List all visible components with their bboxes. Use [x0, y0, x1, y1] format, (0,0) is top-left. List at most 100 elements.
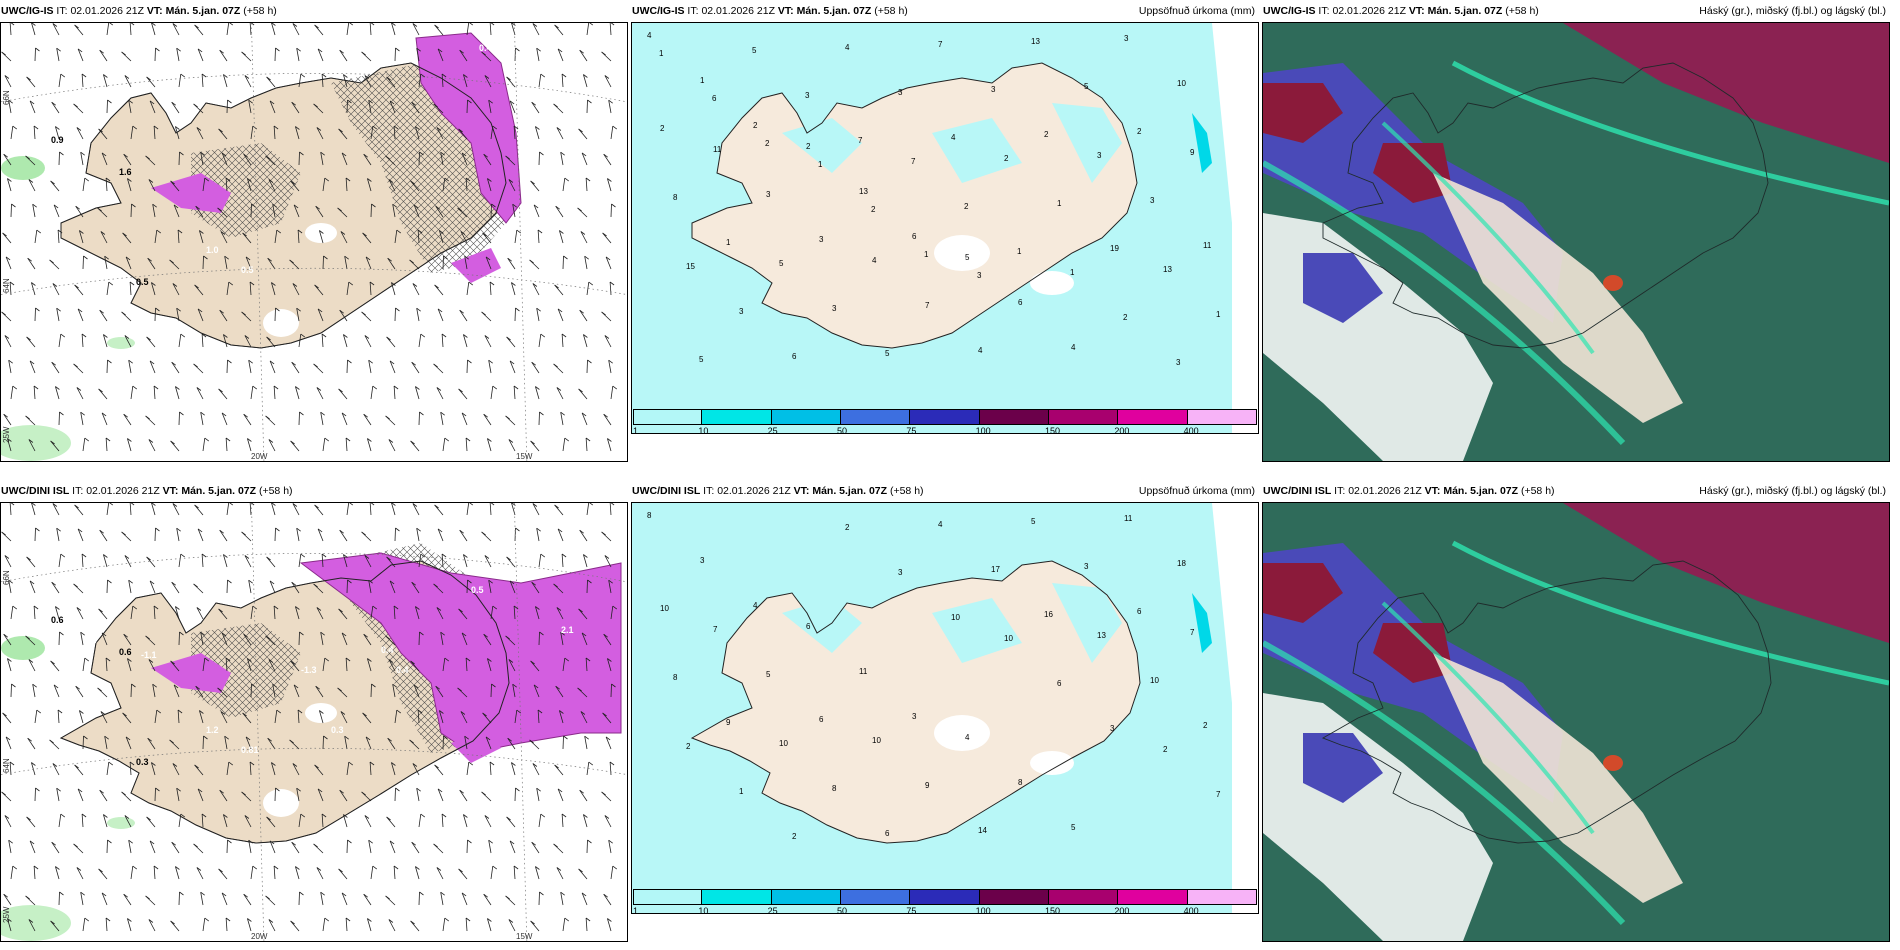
- colorbar-swatch: [1118, 409, 1188, 425]
- wind-barb: [442, 255, 444, 270]
- wind-barb-flag: [103, 74, 108, 78]
- wind-barb: [146, 76, 156, 88]
- wind-barb: [506, 556, 516, 568]
- map-plot[interactable]: 0.9 1.6 0.5 0.4 0.3 1.0 0.5 20W 15W 66N 64N 25W: [0, 22, 628, 462]
- wind-barb-flag: [268, 439, 274, 443]
- wind-barb: [561, 73, 564, 88]
- wind-barb-flag: [197, 308, 203, 313]
- precip-value: 10: [779, 739, 788, 748]
- wind-barb-flag: [340, 711, 346, 715]
- map-plot[interactable]: [1262, 22, 1890, 462]
- vt-label: VT:: [777, 5, 794, 17]
- wind-barb-flag: [8, 99, 13, 104]
- wind-barb: [367, 658, 372, 672]
- wind-barb: [393, 605, 396, 620]
- wind-barb-flag: [32, 203, 37, 208]
- map-plot[interactable]: 8 3 4 6 11 3 4 8 5 11 18 10 7 5 6 10 9 14 5 3 6 7 8 9 10 8 6 4 17 16 1…: [631, 502, 1259, 914]
- map-plot[interactable]: 4 1 2 2 13 6 5 6 4 3 10 2 11 3 3 4 7 4 13 5 2 9 8 1 5 3 5 7 3 2 3 3 11 15…: [631, 22, 1259, 434]
- panel-header: UWC/IG-IS IT: 02.01.2026 21Z VT: Mán. 5.…: [0, 0, 628, 22]
- precip-value: 4: [965, 733, 970, 742]
- wind-barb: [101, 892, 108, 906]
- wind-barb-flag: [458, 608, 463, 613]
- wind-barb-flag: [410, 660, 415, 665]
- wind-barb-flag: [252, 605, 258, 610]
- wind-barb-flag: [223, 814, 228, 818]
- wind-barb-flag: [530, 180, 535, 185]
- colorbar-tick: 75: [906, 906, 917, 916]
- wind-barb-flag: [412, 763, 418, 767]
- wind-barb-flag: [441, 333, 447, 338]
- wind-barb-flag: [579, 309, 584, 314]
- cloud-edge: [1263, 160, 1626, 446]
- wind-barb: [34, 230, 38, 244]
- colorbar-swatch: [1187, 889, 1257, 905]
- map-plot[interactable]: [1262, 502, 1890, 942]
- wind-barb: [202, 735, 204, 750]
- wind-barb-flag: [344, 255, 349, 260]
- wind-barb-flag: [107, 839, 112, 844]
- wind-barb: [367, 178, 372, 192]
- value-label: 0.5: [136, 277, 149, 287]
- wind-barb-flag: [155, 787, 160, 792]
- precip-value: 4: [845, 43, 850, 52]
- wind-barb-flag: [529, 259, 534, 264]
- wind-barb: [364, 815, 372, 828]
- wind-barb-flag: [437, 788, 443, 793]
- wind-barb: [250, 386, 254, 400]
- wind-barb: [316, 127, 324, 140]
- precip-value: 8: [832, 784, 837, 793]
- wind-barb: [99, 789, 108, 802]
- cloud-edge: [1381, 601, 1595, 835]
- wind-barb-flag: [608, 579, 613, 584]
- wind-barb: [556, 607, 564, 620]
- wind-barb-flag: [612, 125, 618, 130]
- wind-barb-flag: [4, 335, 10, 339]
- wind-barb: [123, 153, 132, 166]
- wind-barb: [562, 438, 566, 452]
- wind-barb-flag: [217, 207, 222, 212]
- wind-barb: [436, 127, 444, 140]
- wind-barb: [586, 359, 588, 374]
- wind-barb-flag: [458, 388, 463, 393]
- wind-barb-flag: [540, 333, 546, 338]
- wind-barb: [490, 386, 494, 400]
- wind-barb-flag: [363, 413, 368, 418]
- wind-barb-flag: [561, 813, 567, 818]
- wind-barb: [538, 631, 540, 646]
- precip-value: 3: [819, 235, 824, 244]
- wind-barb-flag: [463, 554, 468, 558]
- wind-barb-flag: [84, 437, 90, 442]
- wind-barb-flag: [98, 868, 103, 873]
- wind-barb: [441, 813, 444, 828]
- wind-barb: [533, 204, 540, 218]
- wind-barb: [50, 920, 60, 932]
- wind-barb-flag: [317, 788, 323, 793]
- precip-value: 18: [1177, 559, 1186, 568]
- wind-barb: [266, 816, 276, 828]
- wind-barb: [34, 787, 36, 802]
- precip-inland: [1052, 103, 1122, 183]
- wind-barb: [441, 333, 444, 348]
- wind-barb: [341, 152, 348, 166]
- wind-barb: [316, 387, 324, 400]
- wind-barb: [370, 606, 374, 620]
- wind-barb: [57, 709, 60, 724]
- wind-barb: [559, 230, 564, 244]
- model-name: UWC/DINI ISL: [1263, 485, 1332, 497]
- wind-barb-flag: [131, 203, 136, 208]
- model-name: UWC/IG-IS: [632, 5, 685, 17]
- wind-barb-flag: [56, 787, 61, 792]
- wind-barb-flag: [3, 893, 8, 898]
- wind-barb-flag: [105, 917, 111, 922]
- wind-barb: [608, 100, 612, 114]
- precip-value: 3: [1150, 196, 1155, 205]
- wind-barb: [418, 334, 422, 348]
- wind-barb-flag: [300, 333, 306, 338]
- precip-value: 11: [713, 145, 722, 154]
- wind-barb-flag: [172, 503, 178, 507]
- map-plot[interactable]: 0.6 0.6 0.3 0.5 2.1 1.2 0.81 0.7 -1.1 -1.3 0.4 0.5 0…: [0, 502, 628, 942]
- wind-barb: [508, 659, 516, 672]
- it-label: IT:: [1334, 485, 1346, 497]
- wind-barb-flag: [540, 73, 546, 78]
- wind-barb-flag: [201, 333, 207, 338]
